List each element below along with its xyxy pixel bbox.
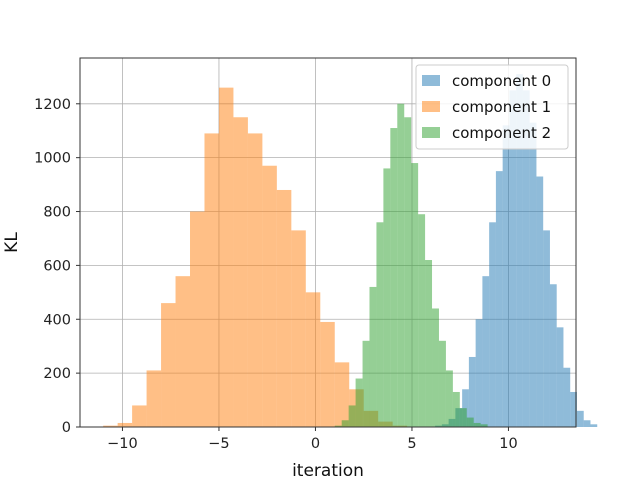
histogram-bar-series-0 bbox=[475, 319, 483, 427]
histogram-bar-series-0 bbox=[502, 125, 510, 428]
histogram-bar-series-1 bbox=[161, 303, 176, 427]
y-tick-label: 400 bbox=[43, 312, 71, 328]
plot-frame bbox=[79, 57, 577, 428]
legend-label: component 2 bbox=[452, 124, 551, 142]
legend-label: component 1 bbox=[452, 98, 551, 116]
histogram-bar-series-2 bbox=[369, 286, 377, 427]
histogram-bar-series-1 bbox=[103, 425, 118, 427]
y-tick-label: 200 bbox=[43, 366, 71, 382]
histogram-bar-series-0 bbox=[495, 171, 503, 427]
histogram-bar-series-2 bbox=[425, 260, 433, 427]
histogram-bar-series-0 bbox=[522, 90, 530, 427]
y-tick-label: 1200 bbox=[34, 97, 71, 113]
histogram-bar-series-1 bbox=[233, 117, 248, 427]
histogram-bar-series-0 bbox=[489, 222, 496, 427]
histogram-bar-series-0 bbox=[570, 391, 577, 427]
histogram-bar-series-1 bbox=[334, 362, 350, 427]
histogram-bar-series-0 bbox=[543, 230, 550, 427]
ticks-layer: −10 −5 0 5 10 0 200 400 600 800 1000 1200 bbox=[34, 97, 518, 452]
legend-label: component 0 bbox=[452, 72, 551, 90]
histogram-bar-series-2 bbox=[383, 168, 391, 427]
x-tick-label: −10 bbox=[107, 436, 138, 452]
histogram-bar-series-2 bbox=[411, 163, 419, 427]
x-tick-label: 0 bbox=[311, 436, 320, 452]
bars-layer bbox=[103, 74, 598, 428]
histogram-bar-series-1 bbox=[320, 321, 335, 427]
histogram-bar-series-2 bbox=[397, 103, 405, 427]
histogram-bar-series-2 bbox=[480, 424, 488, 427]
histogram-bar-series-1 bbox=[291, 230, 306, 427]
histogram-bar-series-0 bbox=[583, 420, 591, 427]
x-tick-label: 5 bbox=[407, 436, 416, 452]
histogram-bar-series-2 bbox=[334, 425, 342, 427]
legend-swatch bbox=[422, 101, 440, 112]
x-tick-label: −5 bbox=[208, 436, 229, 452]
legend-swatch bbox=[422, 75, 440, 86]
histogram-bar-series-0 bbox=[563, 367, 571, 427]
histogram-bar-series-1 bbox=[132, 405, 147, 427]
histogram-bar-series-0 bbox=[529, 122, 537, 427]
histogram-bar-series-0 bbox=[468, 356, 476, 427]
legend-swatch bbox=[422, 127, 440, 138]
histogram-bar-series-2 bbox=[362, 340, 370, 427]
histogram-bar-series-2 bbox=[376, 222, 384, 427]
histogram-bar-series-2 bbox=[473, 422, 481, 427]
histogram-bar-series-2 bbox=[341, 420, 349, 427]
histogram-bar-series-0 bbox=[516, 74, 523, 427]
histogram-bar-series-1 bbox=[117, 422, 133, 427]
histogram-bar-series-1 bbox=[247, 133, 263, 427]
histogram-bar-series-1 bbox=[190, 211, 205, 427]
histogram-bar-series-1 bbox=[175, 276, 191, 427]
histogram-bar-series-2 bbox=[438, 340, 446, 427]
histogram-bar-series-1 bbox=[305, 292, 321, 427]
histogram-bar-series-0 bbox=[536, 176, 544, 427]
histogram-bar-series-2 bbox=[355, 378, 363, 427]
histogram-bar-series-2 bbox=[459, 408, 467, 427]
y-axis-label: KL bbox=[2, 232, 22, 253]
histogram-bar-series-1 bbox=[276, 189, 292, 427]
histogram-bar-series-2 bbox=[432, 308, 439, 427]
legend-box bbox=[415, 64, 569, 150]
x-tick-label: 10 bbox=[499, 436, 517, 452]
histogram-bar-series-1 bbox=[218, 87, 234, 427]
histogram-bar-series-2 bbox=[452, 391, 460, 427]
histogram-bar-series-2 bbox=[404, 117, 412, 427]
histogram-bar-series-2 bbox=[445, 370, 453, 427]
histogram-bar-series-0 bbox=[482, 276, 490, 427]
histogram-bar-series-2 bbox=[390, 128, 398, 428]
histogram-bar-series-1 bbox=[204, 133, 219, 427]
histogram-bar-series-2 bbox=[348, 405, 356, 427]
histogram-bar-series-0 bbox=[549, 284, 557, 427]
histogram-bar-series-1 bbox=[146, 370, 162, 427]
y-tick-label: 0 bbox=[62, 420, 71, 436]
legend: component 0 component 1 component 2 bbox=[415, 64, 569, 150]
histogram-bar-series-0 bbox=[590, 424, 598, 427]
histogram-bar-series-1 bbox=[262, 165, 277, 427]
histogram-bar-series-2 bbox=[466, 417, 474, 427]
y-tick-label: 1000 bbox=[34, 151, 71, 167]
y-tick-label: 800 bbox=[43, 205, 71, 221]
y-tick-label: 600 bbox=[43, 258, 71, 274]
histogram-bar-series-2 bbox=[418, 214, 426, 427]
histogram-bar-series-0 bbox=[576, 410, 584, 427]
histogram-bar-series-0 bbox=[509, 90, 517, 427]
histogram-bar-series-0 bbox=[556, 327, 564, 427]
x-axis-label: iteration bbox=[292, 461, 364, 480]
